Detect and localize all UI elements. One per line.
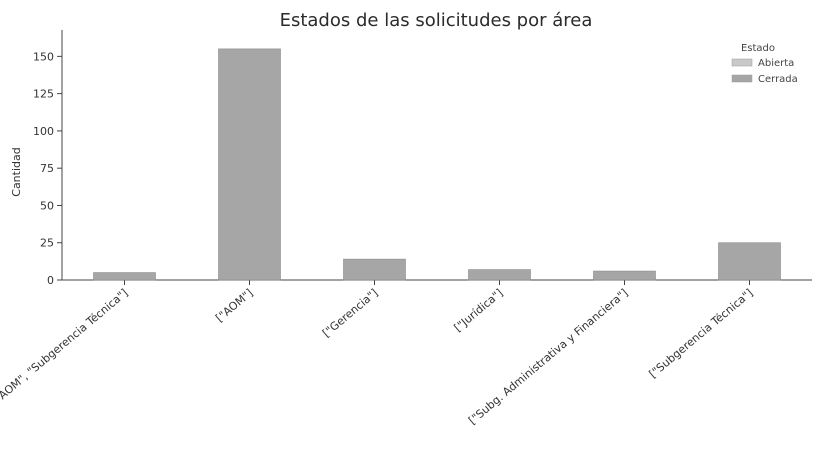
y-tick-label: 25 [40,237,54,250]
x-tick-label: ["Jurídica"] [452,286,506,334]
bar-cerrada [593,270,656,281]
x-tick-label: ["Subgerencia Técnica"] [647,286,756,380]
bars [93,48,781,281]
x-tick-label: ["AOM", "Subgerencia Técnica"] [0,286,130,408]
y-tick-label: 150 [33,50,54,63]
bar-cerrada [93,272,156,281]
y-tick-label: 125 [33,88,54,101]
y-tick-label: 75 [40,162,54,175]
legend-label: Abierta [758,58,794,69]
y-tick-label: 100 [33,125,54,138]
bar-cerrada [468,269,531,281]
legend-title: Estado [741,43,775,54]
legend-label: Cerrada [758,74,798,85]
legend: Estado Abierta Cerrada [731,43,798,85]
y-tick-label: 0 [47,274,54,287]
x-axis: ["AOM", "Subgerencia Técnica"] ["AOM"] ["G… [0,279,812,427]
y-axis-label: Cantidad [10,147,23,196]
legend-swatch [731,74,753,83]
bar-cerrada [718,242,781,281]
bar-cerrada [218,48,281,281]
chart-title: Estados de las solicitudes por área [280,10,593,31]
x-tick-label: ["AOM"] [213,286,255,324]
legend-swatch [731,58,753,67]
x-tick-label: ["Gerencia"] [320,286,380,340]
y-tick-label: 50 [40,199,54,212]
bar-cerrada [343,258,406,281]
y-axis: 0 25 50 75 100 125 150 [33,30,63,287]
